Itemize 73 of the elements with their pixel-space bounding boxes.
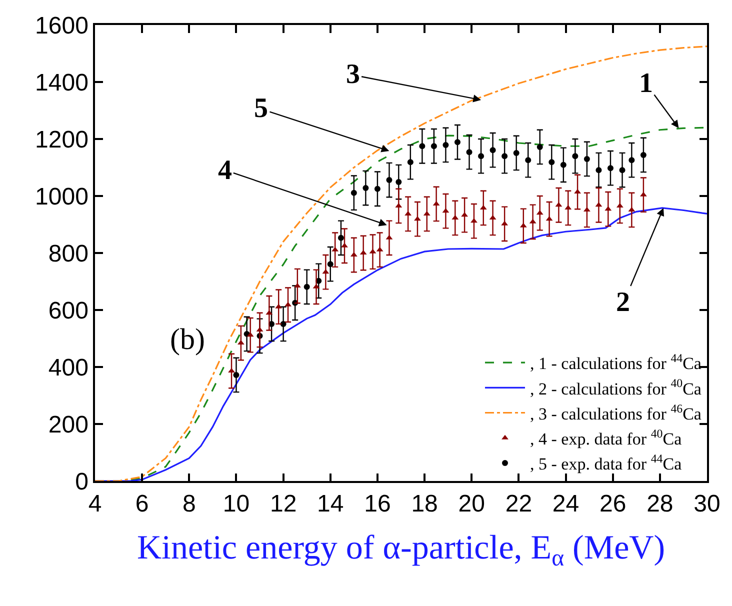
point <box>407 159 414 166</box>
x-axis-title: Kinetic energy of α-particle, E$_{α}$ (MeV) <box>136 529 666 572</box>
y-tick-label: 600 <box>48 297 88 324</box>
point <box>470 218 478 223</box>
x-tick-label: 16 <box>364 490 391 518</box>
point <box>327 261 334 268</box>
x-tick-label: 10 <box>222 490 250 518</box>
point <box>280 320 286 327</box>
point <box>536 144 543 150</box>
point <box>233 372 240 378</box>
point <box>386 177 392 184</box>
annotation: (b) <box>170 323 205 356</box>
point <box>419 143 426 150</box>
point <box>341 242 348 248</box>
x-tick-label: 18 <box>411 490 438 518</box>
point <box>284 302 292 306</box>
point <box>338 234 344 241</box>
x-tick-label: 8 <box>182 490 196 518</box>
annotation: 2 <box>616 287 630 318</box>
legend-label: , 1 - calculations for $^{44}$Ca <box>530 351 702 374</box>
point <box>454 139 460 146</box>
x-tick-label: 26 <box>600 490 626 518</box>
point <box>584 156 590 162</box>
y-tick-label: 1000 <box>35 183 88 210</box>
annotation: 4 <box>218 155 232 186</box>
x-tick-label: 22 <box>505 490 532 518</box>
point <box>362 185 369 192</box>
point <box>374 186 380 192</box>
legend-label: , 2 - calculations for $^{40}$Ca <box>530 376 702 398</box>
legend-label: , 5 - exp. data for $^{44}$Ca <box>530 451 682 474</box>
y-tick-label: 1400 <box>35 69 88 96</box>
x-tick-label: 20 <box>458 490 485 518</box>
x-tick-label: 14 <box>317 490 344 518</box>
x-tick-label: 6 <box>135 490 149 518</box>
point <box>466 149 472 156</box>
point <box>572 153 578 160</box>
line-series <box>95 46 707 481</box>
point <box>607 165 614 172</box>
point <box>228 368 235 372</box>
point <box>513 150 520 156</box>
annotation: 5 <box>254 93 268 124</box>
y-tick-label: 1200 <box>35 126 88 154</box>
point <box>596 167 602 174</box>
point <box>396 179 402 186</box>
x-tick-label: 28 <box>646 490 674 518</box>
y-tick-label: 1600 <box>35 12 88 40</box>
y-tick-label: 200 <box>48 411 88 438</box>
point <box>502 153 508 160</box>
point <box>430 143 437 150</box>
x-tick-label: 12 <box>270 490 297 518</box>
point <box>548 159 555 166</box>
point <box>478 153 484 160</box>
legend-label: , 3 - calculations for $^{46}$Ca <box>530 401 702 424</box>
point <box>619 167 626 174</box>
point <box>574 189 581 194</box>
annotation: 1 <box>639 68 653 99</box>
y-tick-label: 400 <box>48 354 88 382</box>
point <box>442 142 449 148</box>
point <box>525 157 532 164</box>
point <box>304 284 310 290</box>
y-tick-label: 0 <box>75 468 88 496</box>
x-tick-label: 30 <box>694 490 720 518</box>
point <box>640 152 646 158</box>
legend-label: , 4 - exp. data for $^{40}$Ca <box>530 426 682 448</box>
point <box>628 157 635 164</box>
point <box>350 190 357 196</box>
point <box>490 147 496 154</box>
y-tick-label: 800 <box>48 240 88 268</box>
x-tick-label: 24 <box>552 490 580 518</box>
x-tick-label: 4 <box>88 490 102 518</box>
annotation: 3 <box>346 59 360 90</box>
point <box>414 216 421 221</box>
point <box>560 162 566 168</box>
